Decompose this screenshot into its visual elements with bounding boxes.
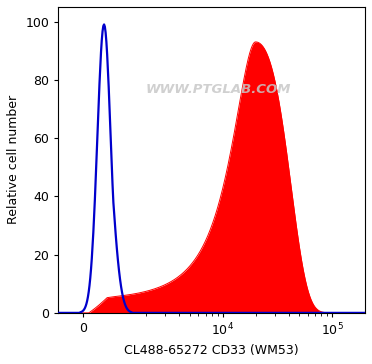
Y-axis label: Relative cell number: Relative cell number <box>7 95 20 225</box>
X-axis label: CL488-65272 CD33 (WM53): CL488-65272 CD33 (WM53) <box>124 344 299 357</box>
Text: WWW.PTGLAB.COM: WWW.PTGLAB.COM <box>145 83 291 96</box>
